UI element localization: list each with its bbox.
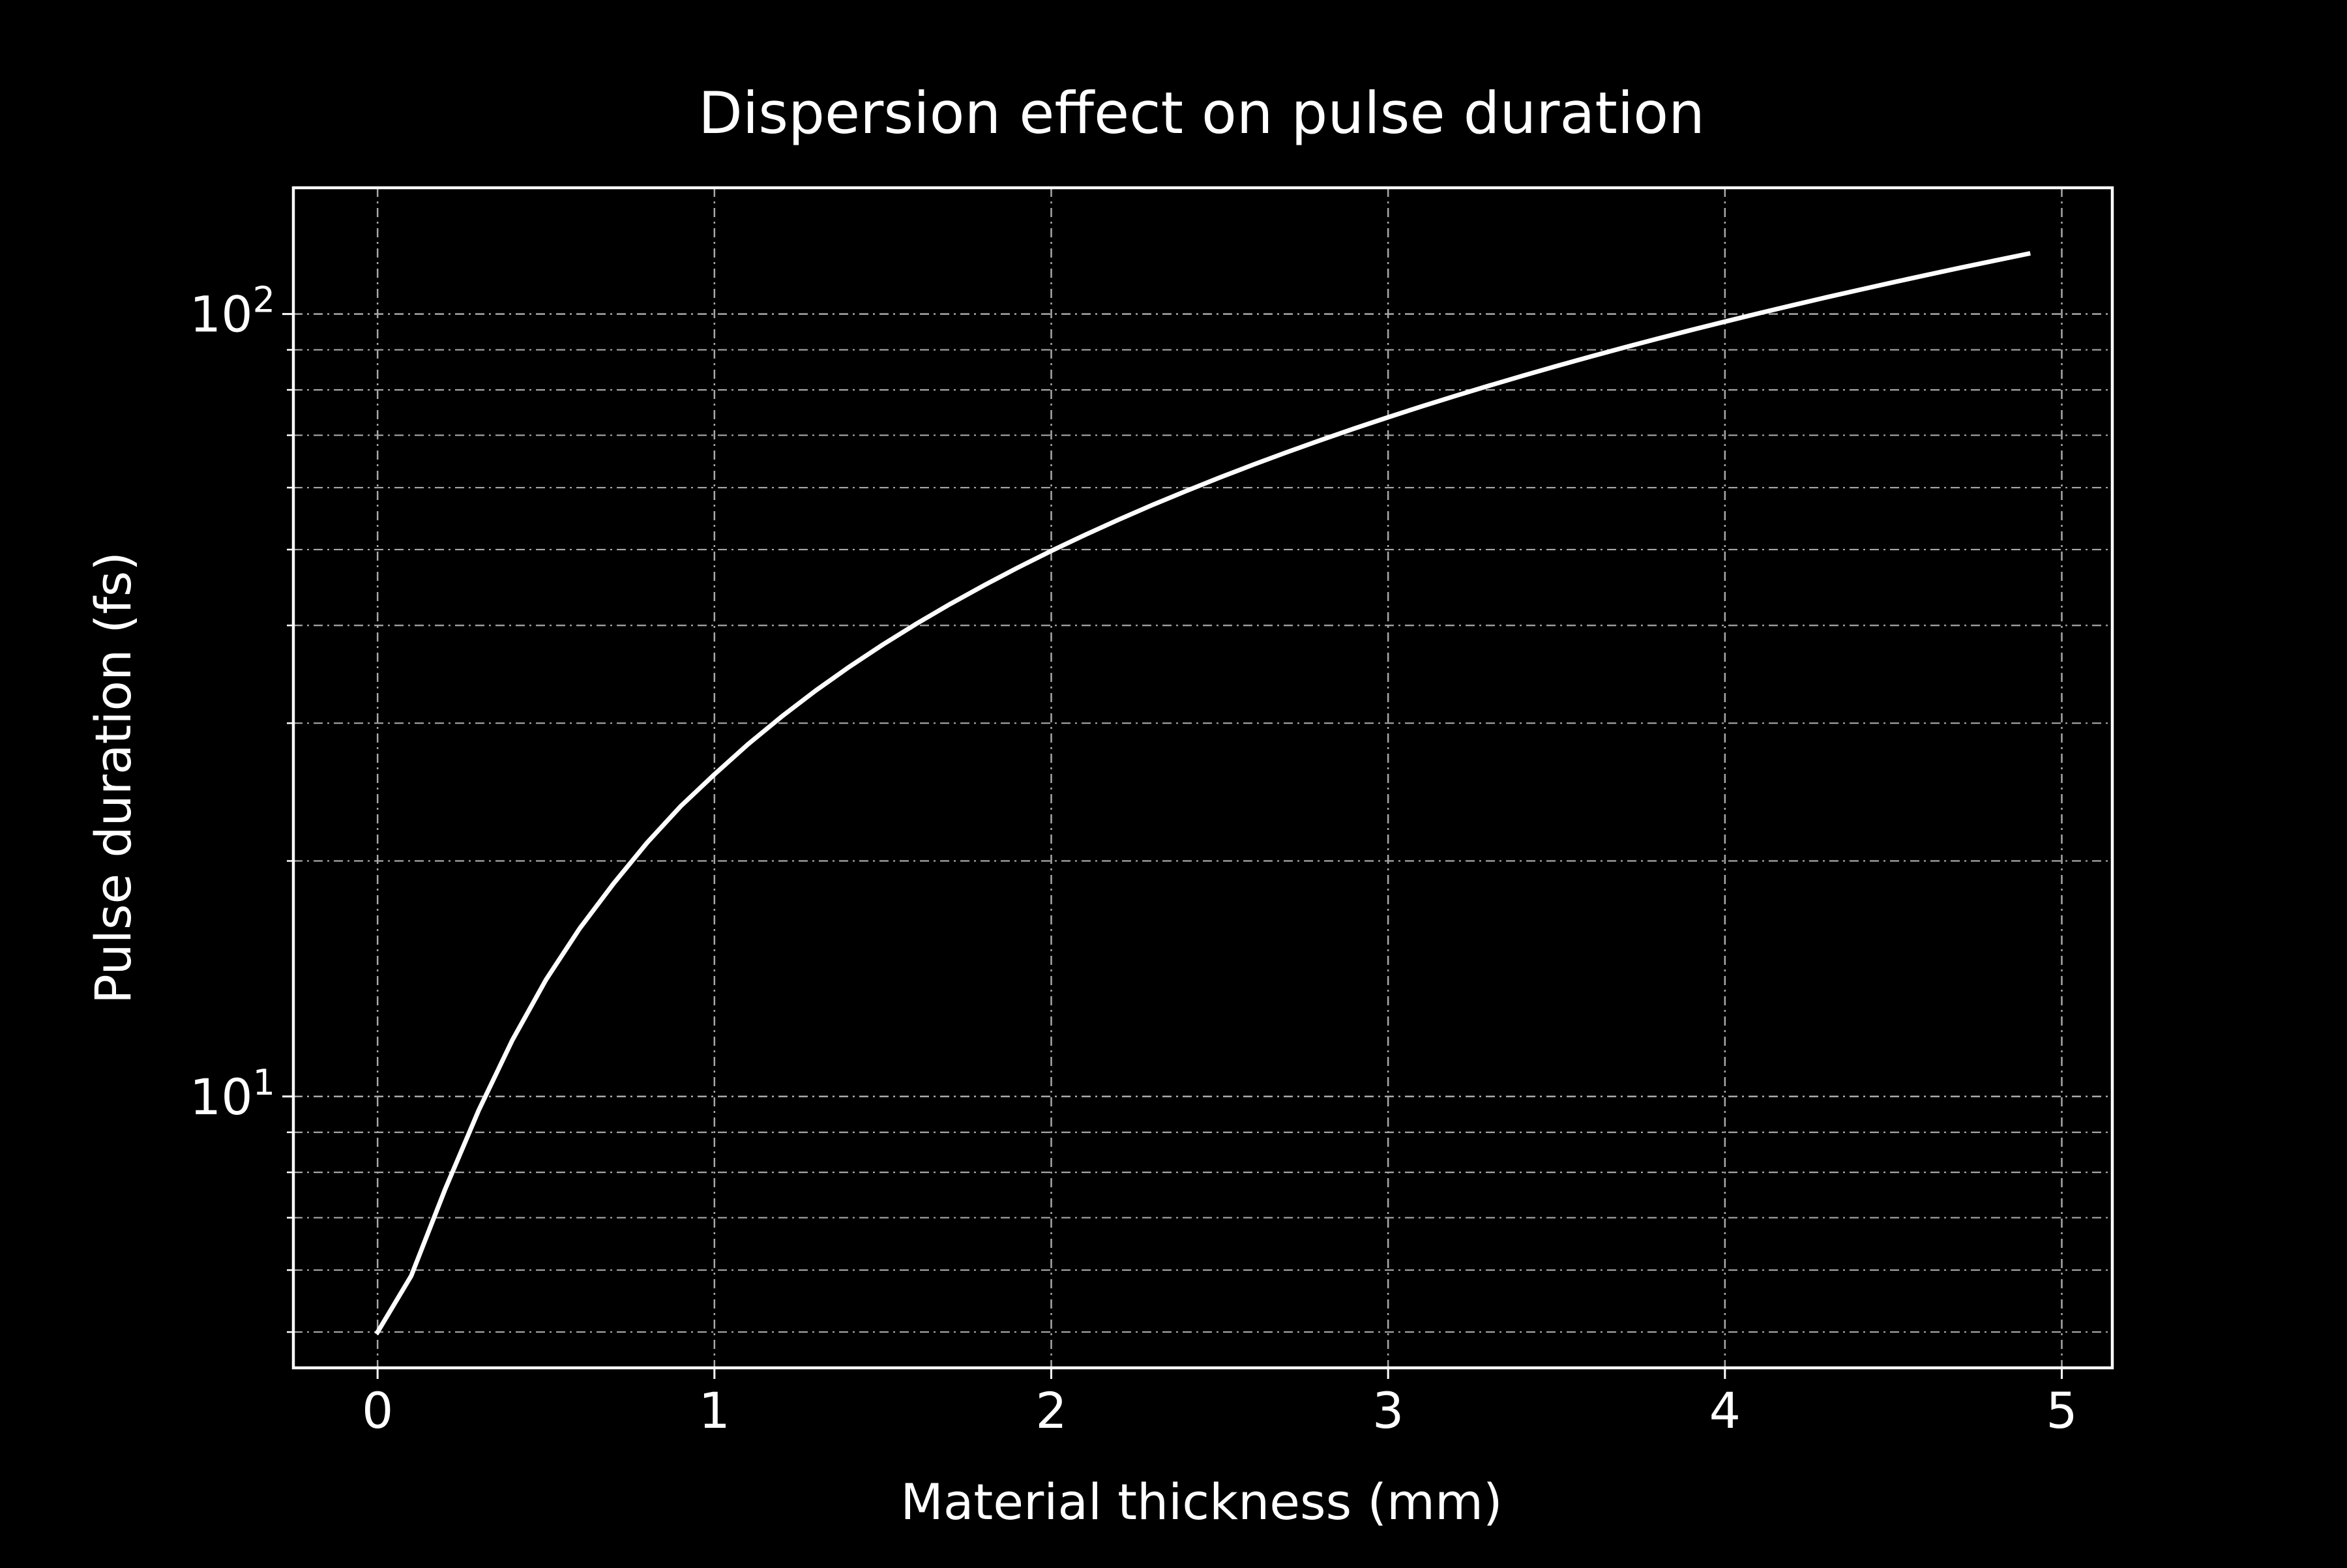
x-tick-label: 5 (2046, 1382, 2077, 1440)
ticks-layer: 0 1 2 3 4 5 101 102 (190, 280, 2078, 1440)
chart-title: Dispersion effect on pulse duration (698, 80, 1705, 147)
grid-layer (293, 188, 2112, 1368)
x-tick-label: 0 (362, 1382, 393, 1440)
y-tick-label: 101 (190, 1062, 275, 1126)
x-tick-label: 3 (1372, 1382, 1404, 1440)
series-layer (374, 251, 2031, 1335)
x-tick-label: 1 (699, 1382, 730, 1440)
plot-frame (291, 186, 2114, 1370)
x-tick-label: 2 (1035, 1382, 1067, 1440)
x-tick-label: 4 (1709, 1382, 1741, 1440)
x-axis-label: Material thickness (mm) (900, 1473, 1502, 1531)
y-tick-label: 102 (190, 280, 275, 344)
series-line (374, 251, 2031, 1335)
y-axis-label: Pulse duration (fs) (84, 552, 142, 1004)
